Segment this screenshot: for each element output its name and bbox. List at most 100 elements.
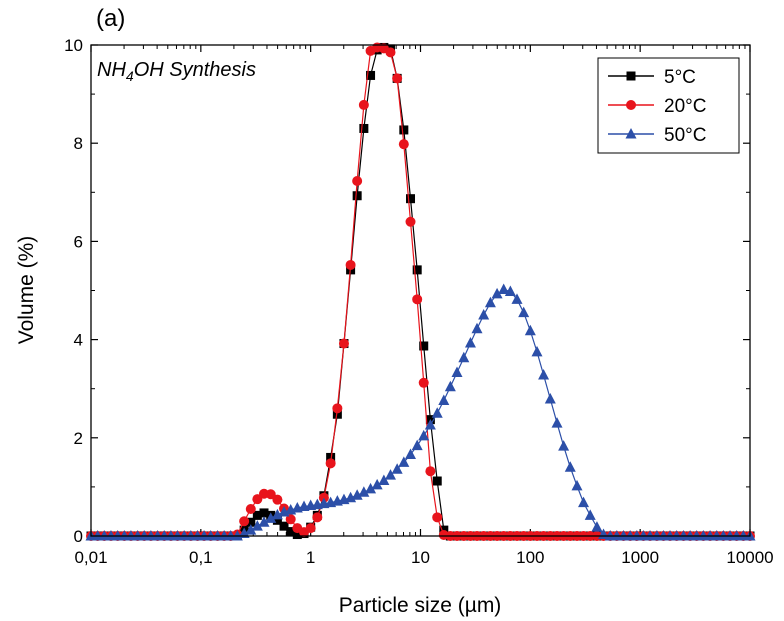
legend-marker [626,71,636,81]
data-point [359,123,369,133]
y-tick-label: 0 [74,527,83,546]
data-point [438,394,450,405]
data-point [272,494,283,505]
data-point [406,194,416,204]
data-point [252,494,263,505]
data-point [345,259,356,270]
data-point [551,417,563,428]
data-point [271,508,283,520]
x-tick-label: 0,1 [189,548,213,567]
data-point [464,337,476,348]
data-point [378,474,390,486]
annotation-prefix: NH [97,59,126,81]
x-tick-label: 10000 [726,548,773,567]
data-point [578,496,590,508]
panel-label: (a) [96,5,125,32]
data-point [518,306,530,318]
x-tick-label: 100 [516,548,544,567]
data-point [392,73,403,84]
y-tick-label: 10 [64,36,83,55]
data-point [259,508,269,518]
x-tick-label: 0,01 [74,548,107,567]
data-point [491,287,503,299]
legend-item: 50°C [608,125,706,146]
x-axis-ticks: 0,01 0,1 1 10 100 1000 10000 [74,45,774,567]
legend-item: 20°C [608,96,706,117]
data-point [371,478,383,490]
data-point [538,368,550,380]
data-point [511,293,523,304]
data-point [498,283,510,295]
series-line [91,288,750,537]
data-point [285,514,296,525]
data-point [418,429,430,441]
data-point [432,476,442,486]
data-point [544,393,556,404]
data-point [366,70,376,80]
data-point [451,366,463,377]
data-point [425,466,436,477]
data-point [398,139,409,150]
data-point [591,521,603,532]
data-point [458,351,470,363]
data-point [478,309,490,320]
data-point [252,510,262,520]
data-point [292,530,302,540]
data-point [405,448,417,459]
data-point [398,456,410,467]
data-point [245,503,256,514]
data-point [332,403,343,414]
data-point [351,489,363,500]
y-tick-label: 6 [74,232,83,251]
data-point [432,512,443,523]
data-point [584,509,596,520]
data-point [358,486,370,497]
x-tick-label: 10 [411,548,430,567]
y-tick-label: 2 [74,429,83,448]
legend: 5°C 20°C 50°C [597,57,740,154]
y-axis-title: Volume (%) [15,236,38,345]
data-point [246,517,256,527]
legend-marker [626,100,636,110]
legend-label: 20°C [664,96,706,117]
data-point [391,463,403,474]
data-point [265,512,277,523]
series-2 [85,283,756,541]
data-point [431,407,443,418]
annotation-subscript: 4 [126,68,134,84]
data-point [352,176,363,187]
data-point [326,452,336,462]
data-point [564,461,576,472]
data-point [258,516,270,527]
data-point [412,265,422,275]
data-point [286,527,296,537]
data-point [418,377,429,388]
data-point [251,520,263,531]
data-point [405,216,416,227]
data-point [524,324,536,336]
legend-item: 5°C [608,67,696,88]
x-axis-title: Particle size (µm) [339,594,502,617]
data-point [338,338,349,349]
data-point [504,285,516,296]
data-point [245,524,257,535]
data-point [272,515,282,525]
data-point [385,47,396,58]
data-point [365,482,377,494]
data-point [265,489,276,500]
data-point [471,322,483,334]
data-point [412,294,423,305]
legend-marker [625,128,637,139]
data-point [305,523,316,534]
data-point [399,125,409,135]
data-point [424,419,436,430]
data-point [444,380,456,392]
data-point [558,440,570,451]
x-tick-label: 1 [306,548,315,567]
data-point [484,296,496,308]
legend-label: 5°C [664,67,696,88]
data-point [358,99,369,110]
y-tick-label: 8 [74,134,83,153]
data-point [411,439,423,451]
